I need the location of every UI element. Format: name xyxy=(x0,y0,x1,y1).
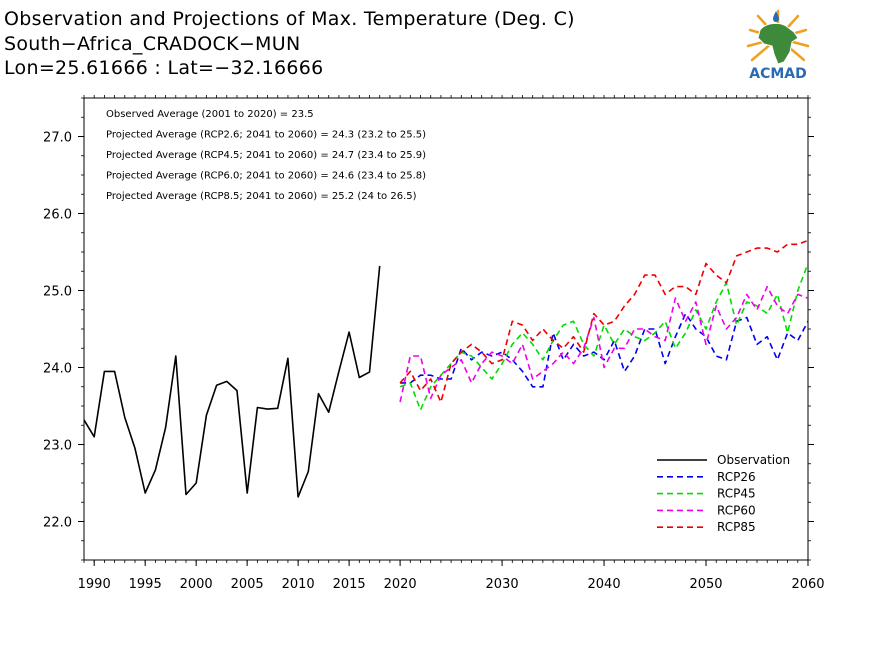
y-tick-label: 27.0 xyxy=(43,131,72,146)
annotation-text: Projected Average (RCP4.5; 2041 to 2060)… xyxy=(106,150,426,161)
series-line-rcp85 xyxy=(399,239,808,403)
annotation-text: Projected Average (RCP6.0; 2041 to 2060)… xyxy=(106,171,426,182)
y-tick-label: 25.0 xyxy=(43,285,72,300)
legend-label: RCP45 xyxy=(717,487,756,501)
chart-annotations: Observed Average (2001 to 2020) = 23.5 Pr… xyxy=(106,109,426,202)
legend-label: RCP85 xyxy=(717,520,756,534)
x-tick-label: 2000 xyxy=(180,577,213,592)
axes-layer: 1990 1995 2000 2005 2010 2015 2020 2030 2040 2050… xyxy=(43,95,825,592)
x-tick-label: 2020 xyxy=(384,577,417,592)
x-tick-label: 2010 xyxy=(282,577,315,592)
chart-title: Observation and Projections of Max. Temp… xyxy=(4,8,575,30)
x-tick-label: 2050 xyxy=(689,577,722,592)
annotation-text: Projected Average (RCP8.5; 2041 to 2060)… xyxy=(106,191,417,202)
x-tick-label: 2040 xyxy=(588,577,621,592)
station-coordinates: Lon=25.61666 : Lat=−32.16666 xyxy=(4,57,324,79)
x-tick-label: 2005 xyxy=(231,577,264,592)
x-tick-label: 2015 xyxy=(333,577,366,592)
chart-legend: Observation RCP26 RCP45 RCP60 RCP85 xyxy=(657,453,790,534)
series-line-rcp60 xyxy=(399,285,808,403)
annotation-text: Projected Average (RCP2.6; 2041 to 2060)… xyxy=(106,130,426,141)
y-tick-label: 23.0 xyxy=(43,439,72,454)
acmad-logo: ACMAD xyxy=(738,8,818,84)
y-tick-label: 24.0 xyxy=(43,362,72,377)
y-tick-label: 22.0 xyxy=(43,516,72,531)
africa-map-logo-icon: ACMAD xyxy=(746,9,810,82)
legend-label: Observation xyxy=(717,453,790,467)
x-tick-label: 2030 xyxy=(486,577,519,592)
y-tick-label: 26.0 xyxy=(43,208,72,223)
series-line-observation xyxy=(84,265,381,498)
annotation-text: Observed Average (2001 to 2020) = 23.5 xyxy=(106,109,314,120)
series-layer xyxy=(84,239,808,498)
x-tick-label: 1990 xyxy=(78,577,111,592)
legend-label: RCP26 xyxy=(717,470,756,484)
series-line-rcp26 xyxy=(400,312,808,388)
plot-frame xyxy=(83,97,809,561)
x-tick-label: 1995 xyxy=(129,577,162,592)
series-line-rcp45 xyxy=(399,263,808,411)
logo-text: ACMAD xyxy=(749,66,807,82)
station-name: South−Africa_CRADOCK−MUN xyxy=(4,33,301,55)
x-tick-label: 2060 xyxy=(791,577,824,592)
legend-label: RCP60 xyxy=(717,503,756,517)
